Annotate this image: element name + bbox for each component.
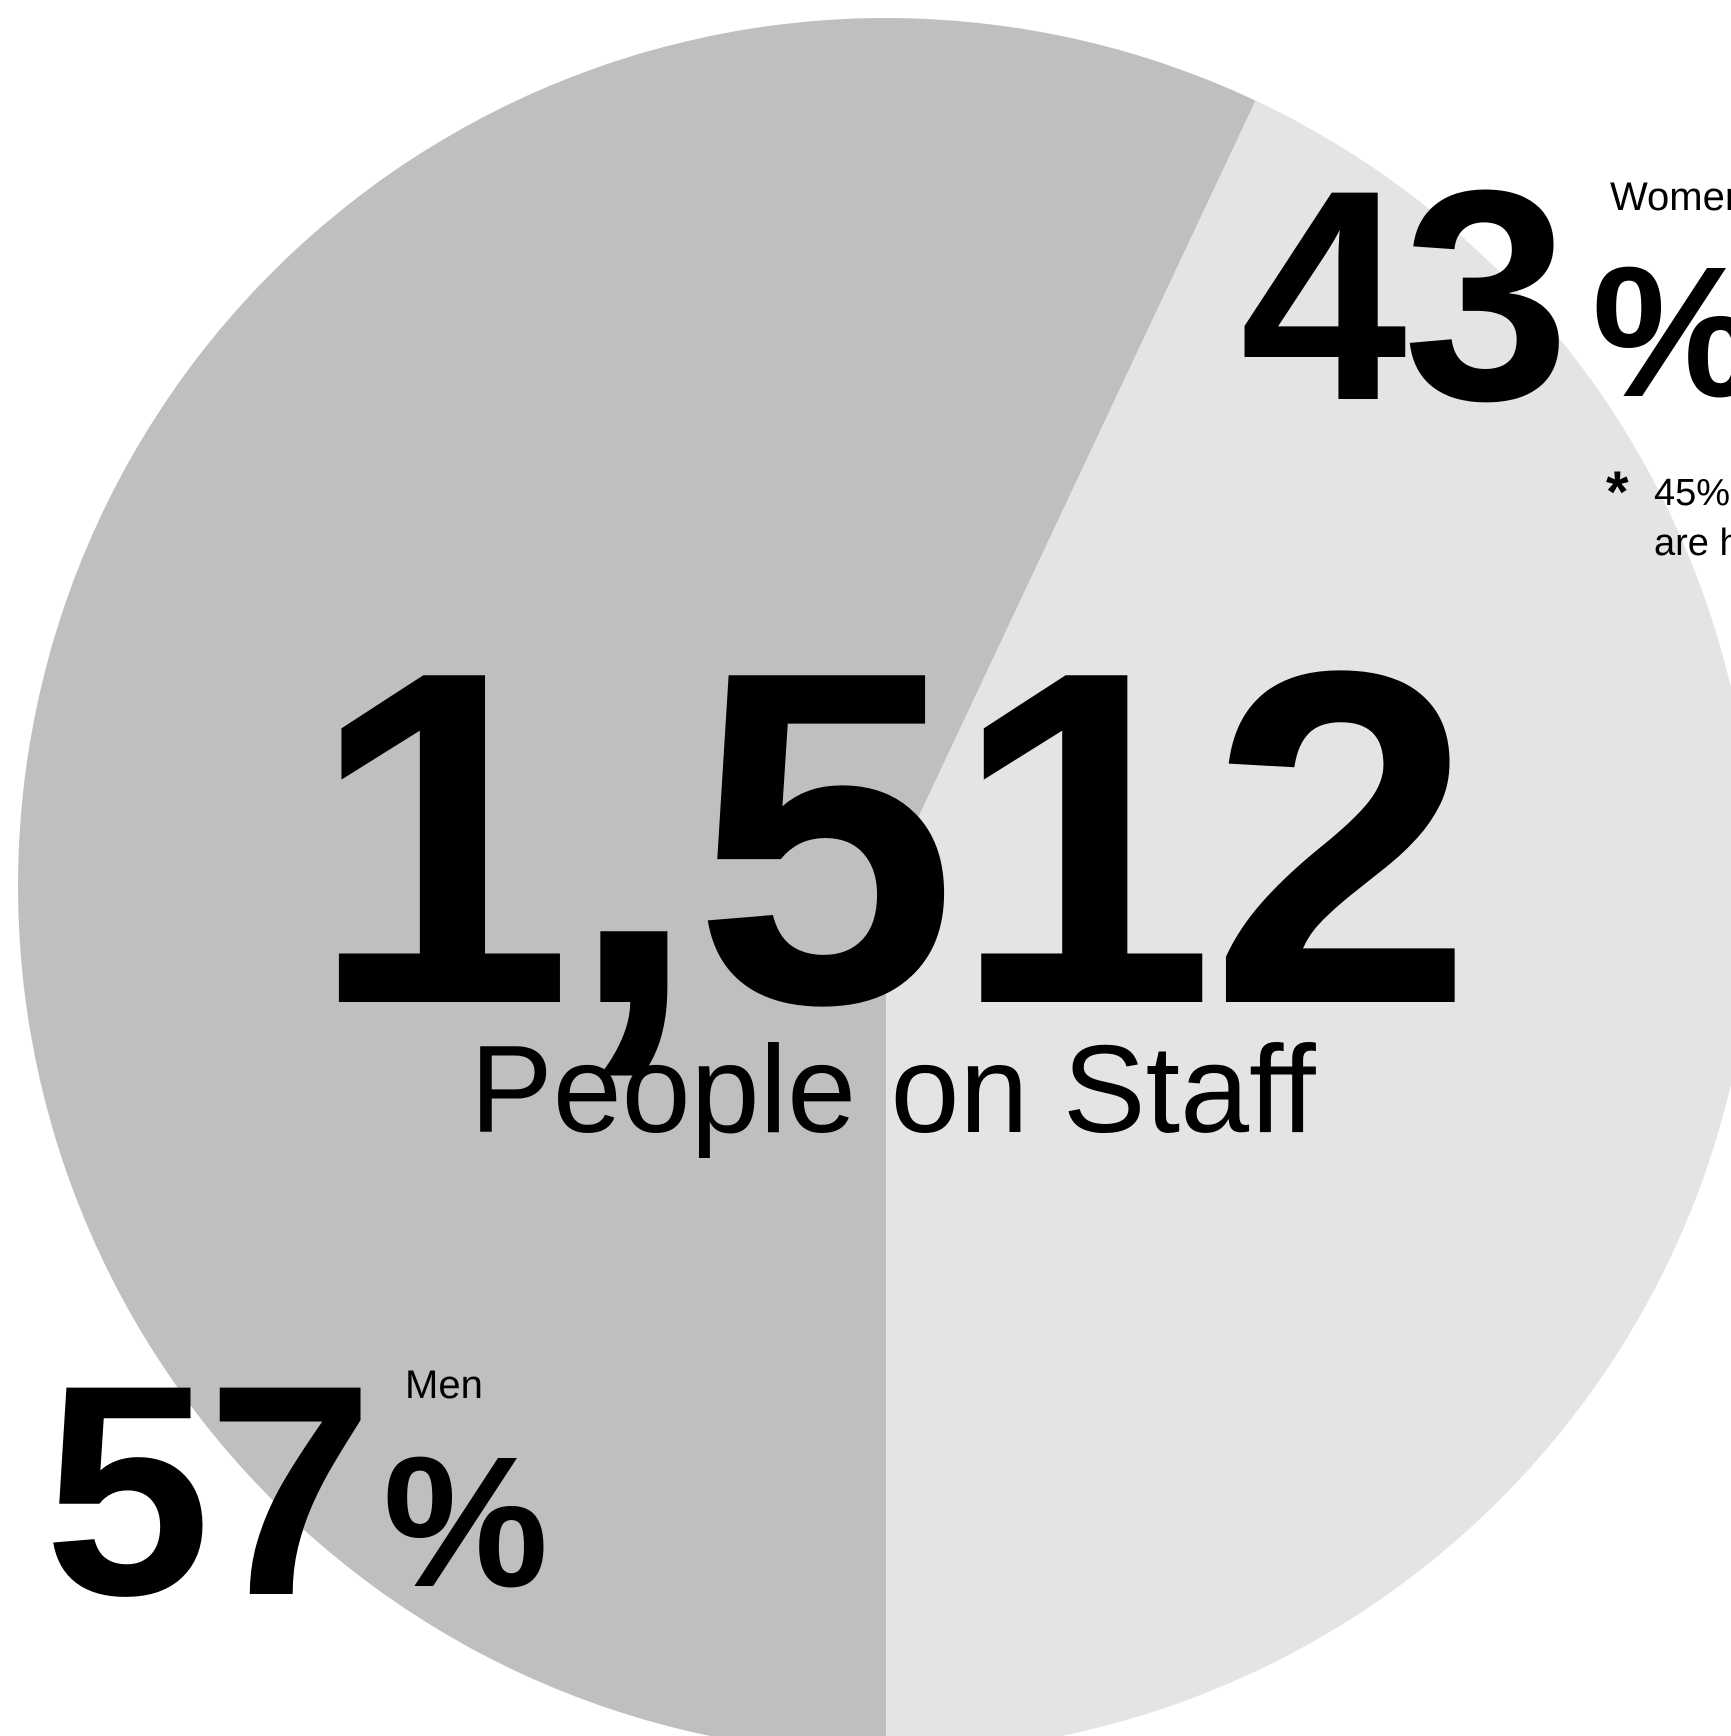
total-staff-number: 1,512 [309, 572, 1474, 1103]
men-label: Men [405, 1363, 483, 1407]
men-percent-sign: % [383, 1419, 549, 1626]
footnote-line-2: are h [1654, 522, 1731, 564]
footnote: * 45% are h [1606, 460, 1731, 568]
asterisk-icon: * [1606, 460, 1629, 525]
pie-slice-women [886, 100, 1731, 1736]
women-percent-sign: % [1592, 240, 1731, 426]
women-percent-value: 43 [1240, 127, 1570, 463]
men-percent-value: 57 [44, 1322, 374, 1658]
total-staff-label: People on Staff [470, 1021, 1316, 1159]
women-label: Women [1610, 175, 1731, 219]
footnote-line-1: 45% [1654, 472, 1731, 514]
pie-slice-men [18, 18, 1256, 1736]
